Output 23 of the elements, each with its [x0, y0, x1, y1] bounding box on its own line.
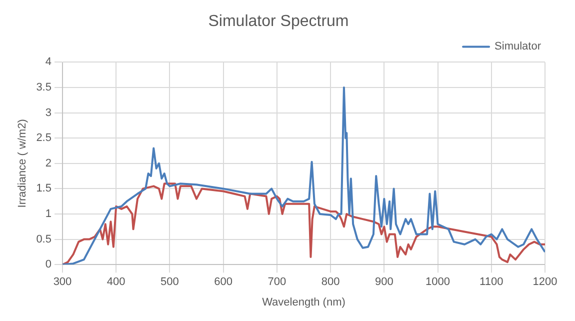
y-tick-label: 1	[45, 208, 52, 220]
x-tick-label: 1200	[532, 276, 558, 288]
legend-label: Simulator	[494, 40, 542, 53]
y-axis-title: Irradiance ( w/m2)	[16, 119, 29, 208]
x-axis-title: Wavelength (nm)	[262, 296, 346, 308]
x-tick-label: 1000	[426, 276, 450, 288]
x-tick-label: 1100	[480, 276, 504, 288]
x-tick-label: 500	[160, 276, 179, 288]
x-tick-label: 400	[106, 276, 126, 288]
y-tick-label: 4	[45, 56, 52, 68]
x-tick-label: 700	[268, 276, 286, 288]
y-tick-label: 3.5	[36, 82, 52, 94]
y-tick-label: 1.5	[36, 182, 52, 195]
x-tick-label: 900	[374, 276, 394, 288]
x-tick-label: 300	[53, 276, 72, 288]
y-tick-label: 3	[45, 106, 52, 119]
x-tick-label: 800	[321, 276, 340, 288]
y-tick-label: 2	[45, 157, 52, 170]
chart-title: Simulator Spectrum	[208, 13, 349, 30]
x-tick-label: 600	[214, 276, 233, 288]
y-tick-label: 0	[45, 258, 52, 271]
y-tick-label: 2.5	[36, 132, 52, 144]
y-tick-label: 0.5	[36, 233, 52, 246]
